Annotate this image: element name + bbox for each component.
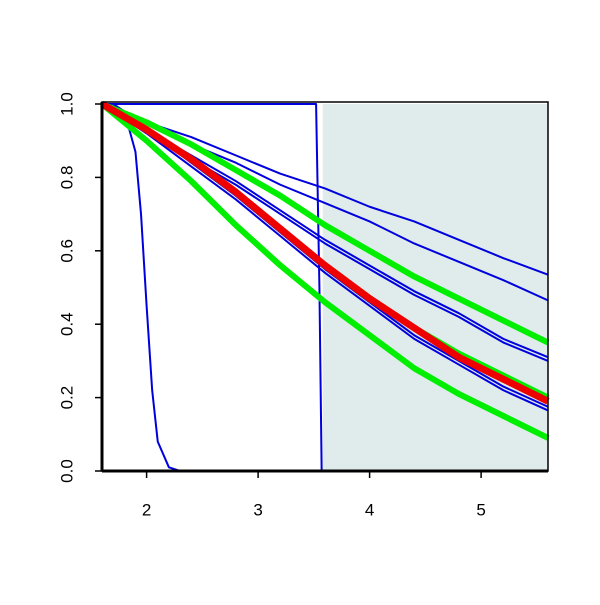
- series-line: [100, 101, 550, 346]
- x-tick-label: 2: [142, 500, 151, 519]
- x-tick-label: 5: [476, 500, 485, 519]
- series-line: [100, 101, 550, 441]
- y-tick-label: 0.8: [57, 166, 76, 190]
- x-tick-label: 3: [253, 500, 262, 519]
- y-tick-label: 0.2: [57, 386, 76, 410]
- x-tick-label: 4: [365, 500, 374, 519]
- y-tick-label: 0.4: [57, 312, 76, 336]
- series-line: [101, 103, 549, 412]
- series-line: [100, 100, 550, 405]
- y-tick-label: 1.0: [57, 92, 76, 116]
- series-line: [101, 103, 549, 276]
- y-tick-label: 0.0: [57, 459, 76, 483]
- y-tick-label: 0.6: [57, 239, 76, 263]
